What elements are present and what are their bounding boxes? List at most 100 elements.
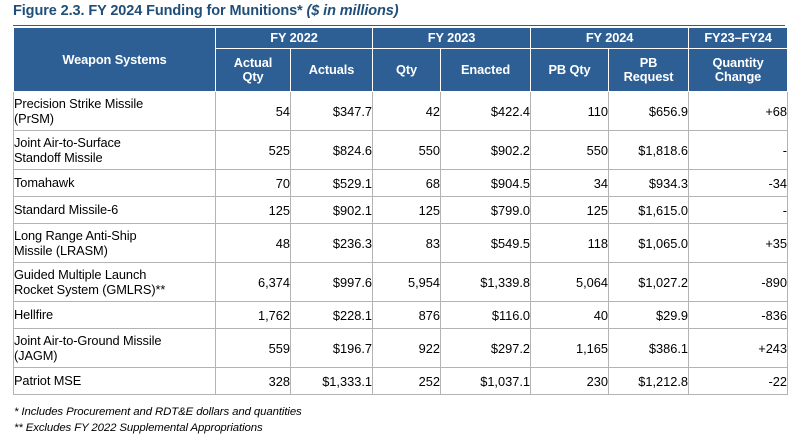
weapon-system-name-line1: Patriot MSE xyxy=(14,373,82,389)
table-row: Joint Air-to-Ground Missile (JAGM) 559 $196… xyxy=(13,328,789,368)
cell-fy22-actual-qty: 559 xyxy=(215,328,291,368)
cell-fy23-enacted: $116.0 xyxy=(440,301,532,329)
cell-fy22-actuals: $902.1 xyxy=(289,196,374,224)
cell-fy22-actual-qty: 525 xyxy=(215,130,291,170)
table-row: Long Range Anti-Ship Missile (LRASM) 48 $23… xyxy=(13,223,789,263)
cell-fy24-pb-qty: 34 xyxy=(530,169,610,197)
cell-weapon-system-name: Joint Air-to-Ground Missile (JAGM) xyxy=(13,328,216,368)
cell-fy23-enacted: $549.5 xyxy=(440,223,532,263)
cell-weapon-system-name: Standard Missile-6 xyxy=(13,196,216,224)
cell-fy24-pb-request: $386.1 xyxy=(608,328,690,368)
group-header-fy2023: FY 2023 xyxy=(372,27,532,49)
column-header-fy22-actual-qty: Actual Qty xyxy=(215,48,291,92)
column-header-fy23-qty: Qty xyxy=(372,48,442,92)
cell-fy23-enacted: $297.2 xyxy=(440,328,532,368)
column-header-fy24-pb-request-line2: Request xyxy=(623,69,674,84)
group-header-fy2022: FY 2022 xyxy=(214,27,374,49)
cell-weapon-system-name: Patriot MSE xyxy=(13,367,216,395)
table-row: Guided Multiple Launch Rocket System (GML… xyxy=(13,262,789,302)
cell-fy22-actuals: $997.6 xyxy=(289,262,374,302)
cell-weapon-system-name: Tomahawk xyxy=(13,169,216,197)
cell-fy22-actuals: $236.3 xyxy=(289,223,374,263)
column-header-weapon-systems: Weapon Systems xyxy=(13,27,216,92)
group-header-fy23-fy24: FY23–FY24 xyxy=(688,27,789,49)
header-row-subs: Actual Qty Actuals Qty Enacted PB Qty PB… xyxy=(14,48,789,92)
weapon-system-name-line2: (PrSM) xyxy=(14,111,54,126)
column-header-fy22-actual-qty-line2: Qty xyxy=(242,69,264,84)
weapon-system-name-line1: Long Range Anti-Ship xyxy=(14,227,137,243)
cell-fy22-actual-qty: 1,762 xyxy=(215,301,291,329)
cell-quantity-change: +68 xyxy=(688,91,789,131)
cell-fy23-enacted: $902.2 xyxy=(440,130,532,170)
cell-fy24-pb-request: $1,212.8 xyxy=(608,367,690,395)
cell-fy22-actuals: $529.1 xyxy=(289,169,374,197)
cell-fy24-pb-request: $1,818.6 xyxy=(608,130,690,170)
cell-weapon-system-name: Precision Strike Missile (PrSM) xyxy=(13,91,216,131)
figure-title-label: Figure 2.3. FY 2024 Funding for Munition… xyxy=(13,3,303,19)
cell-weapon-system-name: Hellfire xyxy=(13,301,216,329)
cell-fy23-enacted: $1,339.8 xyxy=(440,262,532,302)
cell-fy24-pb-qty: 5,064 xyxy=(530,262,610,302)
cell-weapon-system-name: Joint Air-to-Surface Standoff Missile xyxy=(13,130,216,170)
table-row: Precision Strike Missile (PrSM) 54 $347.7 42… xyxy=(13,91,789,131)
footnote-single-asterisk: * Includes Procurement and RDT&E dollars… xyxy=(14,406,302,418)
cell-fy24-pb-qty: 40 xyxy=(530,301,610,329)
cell-fy24-pb-request: $1,065.0 xyxy=(608,223,690,263)
cell-quantity-change: - xyxy=(688,130,789,170)
cell-fy23-enacted: $422.4 xyxy=(440,91,532,131)
cell-fy23-qty: 876 xyxy=(372,301,442,329)
cell-fy23-qty: 252 xyxy=(372,367,442,395)
cell-fy23-qty: 125 xyxy=(372,196,442,224)
cell-fy24-pb-request: $29.9 xyxy=(608,301,690,329)
cell-fy23-qty: 922 xyxy=(372,328,442,368)
cell-quantity-change: -836 xyxy=(688,301,789,329)
cell-fy24-pb-request: $656.9 xyxy=(608,91,690,131)
table-row: Patriot MSE 328 $1,333.1 252 $1,037.1 230 $1,2… xyxy=(13,367,789,395)
cell-fy23-qty: 83 xyxy=(372,223,442,263)
figure-title-units: ($ in millions) xyxy=(306,3,399,19)
weapon-system-name-line1: Joint Air-to-Surface xyxy=(14,134,121,150)
table-head: Weapon Systems FY 2022 FY 2023 FY 2024 F… xyxy=(13,27,789,92)
group-header-fy2024: FY 2024 xyxy=(530,27,690,49)
cell-fy24-pb-qty: 550 xyxy=(530,130,610,170)
footnote-double-asterisk: ** Excludes FY 2022 Supplemental Appropr… xyxy=(14,421,263,434)
cell-fy22-actual-qty: 48 xyxy=(215,223,291,263)
cell-fy24-pb-request: $934.3 xyxy=(608,169,690,197)
cell-fy24-pb-qty: 118 xyxy=(530,223,610,263)
cell-fy22-actual-qty: 6,374 xyxy=(215,262,291,302)
cell-fy23-enacted: $799.0 xyxy=(440,196,532,224)
cell-quantity-change: -22 xyxy=(688,367,789,395)
weapon-system-name-line1: Precision Strike Missile xyxy=(14,95,144,111)
cell-quantity-change: -890 xyxy=(688,262,789,302)
cell-quantity-change: +243 xyxy=(688,328,789,368)
figure-title: Figure 2.3. FY 2024 Funding for Munition… xyxy=(13,3,785,26)
cell-fy22-actuals: $347.7 xyxy=(289,91,374,131)
column-header-quantity-change-line2: Change xyxy=(714,69,762,84)
weapon-system-name-line2: Missile (LRASM) xyxy=(14,243,108,258)
cell-fy22-actuals: $228.1 xyxy=(289,301,374,329)
cell-weapon-system-name: Long Range Anti-Ship Missile (LRASM) xyxy=(13,223,216,263)
table-row: Standard Missile-6 125 $902.1 125 $799.0 125 $… xyxy=(13,196,789,224)
column-header-fy24-pb-request: PB Request xyxy=(608,48,690,92)
cell-fy22-actual-qty: 125 xyxy=(215,196,291,224)
cell-fy23-enacted: $904.5 xyxy=(440,169,532,197)
table-row: Tomahawk 70 $529.1 68 $904.5 34 $934.3 -34 xyxy=(13,169,789,197)
column-header-fy24-pb-qty: PB Qty xyxy=(530,48,610,92)
footnotes: * Includes Procurement and RDT&E dollars… xyxy=(14,405,774,436)
cell-fy24-pb-qty: 230 xyxy=(530,367,610,395)
weapon-system-name-line2: Rocket System (GMLRS)** xyxy=(14,282,166,297)
cell-fy24-pb-request: $1,615.0 xyxy=(608,196,690,224)
table-row: Hellfire 1,762 $228.1 876 $116.0 40 $29.9 -836 xyxy=(13,301,789,329)
cell-fy22-actuals: $1,333.1 xyxy=(289,367,374,395)
cell-quantity-change: +35 xyxy=(688,223,789,263)
cell-weapon-system-name: Guided Multiple Launch Rocket System (GML… xyxy=(13,262,216,302)
munitions-funding-table: Weapon Systems FY 2022 FY 2023 FY 2024 F… xyxy=(13,27,789,395)
cell-fy22-actuals: $824.6 xyxy=(289,130,374,170)
weapon-system-name-line1: Hellfire xyxy=(14,307,54,323)
cell-quantity-change: - xyxy=(688,196,789,224)
column-header-quantity-change-line1: Quantity xyxy=(712,55,764,70)
weapon-system-name-line1: Tomahawk xyxy=(14,175,75,191)
cell-fy24-pb-qty: 125 xyxy=(530,196,610,224)
column-header-fy24-pb-request-line1: PB xyxy=(639,55,658,70)
